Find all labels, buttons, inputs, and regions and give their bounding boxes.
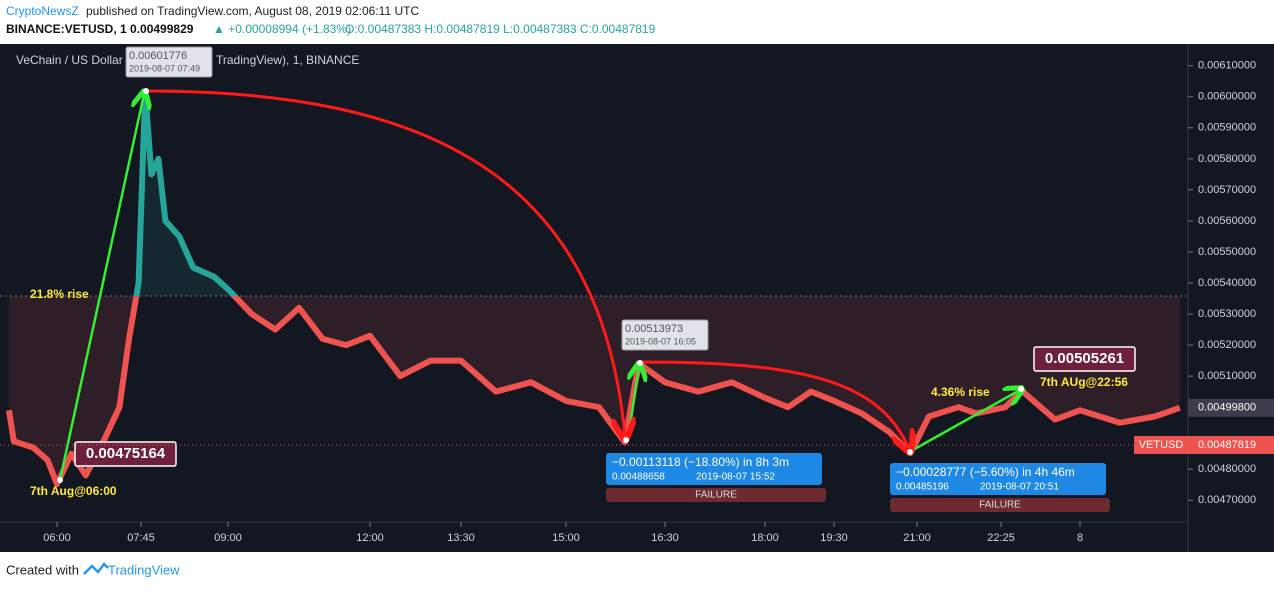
x-tick-label: 16:30 [651,532,679,544]
status-box [606,488,826,502]
price-tag [1033,346,1136,372]
callout-time: 2019-08-07 16:05 [625,336,696,346]
legend: TradingView), 1, BINANCE [216,53,359,67]
arrow [910,390,1020,453]
price-tag [74,441,177,467]
logo [83,562,109,575]
y-tick-label: 0.00470000 [1198,494,1256,506]
x-tick-label: 13:30 [447,532,475,544]
x-tick-label: 15:00 [552,532,580,544]
x-tick-label: 12:00 [356,532,384,544]
anchor-dot [637,360,643,366]
status-text: FAILURE [695,490,737,501]
down-group [6,296,1181,488]
footer-bg [0,552,1274,588]
x-tick-label: 06:00 [43,532,71,544]
y-tick-label: 0.00610000 [1198,60,1256,72]
arc [641,360,909,449]
price-label: 0.00499800 [1198,402,1256,414]
y-tick-label: 0.00510000 [1198,370,1256,382]
yellow-label: 7th AUg@22:56 [1040,375,1128,389]
name-box [1134,435,1188,454]
price-tag-text: 0.00475164 [86,445,166,462]
yellow-label: 21.8% rise [30,287,89,301]
legend: VeChain / US Dollar [16,53,123,67]
price-label: 0.00487819 [1198,439,1256,451]
x-tick-label: 21:00 [903,532,931,544]
y-tick-label: 0.00560000 [1198,215,1256,227]
x-tick-label: 07:45 [127,532,155,544]
anchor-dot [623,437,629,443]
author[interactable]: CryptoNewsZ [6,4,79,18]
y-tick-label: 0.00590000 [1198,122,1256,134]
x-tick-label: 19:30 [820,532,848,544]
ohlc: O:0.00487383 H:0.00487819 L:0.00487383 C… [345,22,656,36]
measure-change: −0.00113118 (−18.80%) in 8h 3m [612,455,789,469]
symbol: BINANCE:VETUSD, 1 0.00499829 [6,22,194,36]
price-box [1188,435,1274,454]
y-tick-label: 0.00540000 [1198,277,1256,289]
x-tick-label: 18:00 [751,532,779,544]
callout-price: 0.00513973 [625,323,683,335]
published: published on TradingView.com, August 08,… [86,4,419,18]
footer-created: Created with [6,562,79,577]
status-box [890,498,1110,512]
callout-price: 0.00601776 [129,50,187,62]
callout-time: 2019-08-07 07:49 [129,63,200,73]
yellow-label: 7th Aug@06:00 [30,484,117,498]
measure-change: −0.00028777 (−5.60%) in 4h 46m [896,465,1075,479]
footer-brand[interactable]: TradingView [108,562,180,577]
callout-box [621,319,709,351]
measure-price: 0.00485196 [896,482,949,493]
anchor-dot [1018,386,1024,392]
anchor-dot [907,449,913,455]
area-down [9,296,1180,485]
y-tick-label: 0.00550000 [1198,246,1256,258]
measure-time: 2019-08-07 15:52 [696,472,775,483]
y-tick-label: 0.00600000 [1198,91,1256,103]
anchor-dot [143,88,149,94]
measure-box [606,453,822,485]
measure-time: 2019-08-07 20:51 [980,482,1059,493]
arrow [58,94,144,481]
price-box [1188,398,1274,417]
y-tick-label: 0.00520000 [1198,339,1256,351]
y-tick-label: 0.00580000 [1198,153,1256,165]
name-label: VETUSD [1139,439,1184,451]
measure-box [890,463,1106,495]
header-bg [0,0,1274,44]
status-text: FAILURE [979,500,1021,511]
x-tick-label: 22:25 [987,532,1015,544]
price-line-down [6,296,1181,488]
yellow-label: 4.36% rise [931,385,990,399]
y-tick-label: 0.00530000 [1198,308,1256,320]
anchor-dot [57,477,63,483]
price-tag-text: 0.00505261 [1045,350,1124,367]
y-tick-label: 0.00480000 [1198,463,1256,475]
change: ▲ +0.00008994 (+1.83%) [213,22,351,36]
measure-price: 0.00488658 [612,472,665,483]
x-tick-label: 09:00 [214,532,242,544]
y-tick-label: 0.00570000 [1198,184,1256,196]
x-tick-label: 8 [1077,532,1083,544]
callout-box [125,46,213,78]
arc [145,89,625,436]
